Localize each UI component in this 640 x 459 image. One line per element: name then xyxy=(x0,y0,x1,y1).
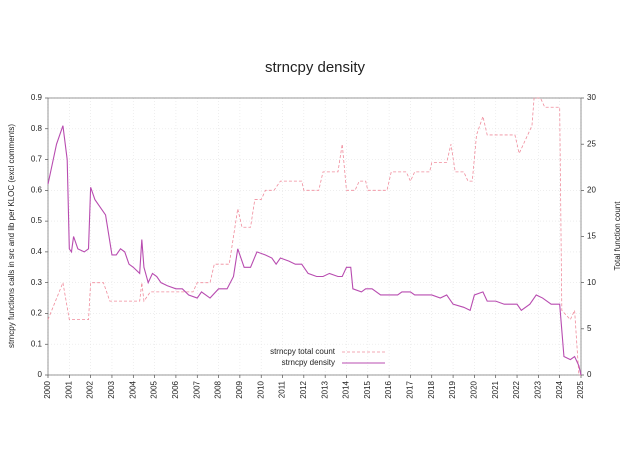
x-tick-label: 2008 xyxy=(214,380,223,398)
y2-tick-label: 30 xyxy=(587,93,596,102)
y2-tick-label: 20 xyxy=(587,185,596,194)
x-tick-label: 2021 xyxy=(491,380,500,398)
x-tick-label: 2024 xyxy=(555,380,564,398)
y-tick-label: 0.3 xyxy=(31,278,43,287)
legend-label: strncpy total count xyxy=(270,347,336,356)
x-tick-label: 2018 xyxy=(427,380,436,398)
x-tick-label: 2002 xyxy=(86,380,95,398)
y-tick-label: 0.5 xyxy=(31,216,43,225)
x-tick-label: 2000 xyxy=(43,380,52,398)
x-tick-label: 2001 xyxy=(64,380,73,398)
y-tick-label: 0.7 xyxy=(31,155,43,164)
x-tick-label: 2020 xyxy=(470,380,479,398)
y2-tick-label: 0 xyxy=(587,370,592,379)
y2-tick-label: 5 xyxy=(587,324,592,333)
x-tick-label: 2019 xyxy=(448,380,457,398)
x-tick-label: 2004 xyxy=(128,380,137,398)
x-tick-label: 2009 xyxy=(235,380,244,398)
y-tick-label: 0.4 xyxy=(31,247,43,256)
x-tick-label: 2014 xyxy=(342,380,351,398)
x-tick-label: 2017 xyxy=(406,380,415,398)
y-tick-label: 0.6 xyxy=(31,185,43,194)
legend-label: strncpy density xyxy=(282,358,335,367)
x-tick-label: 2013 xyxy=(320,380,329,398)
series-line xyxy=(47,97,581,376)
x-tick-label: 2005 xyxy=(150,380,159,398)
y-tick-label: 0.9 xyxy=(31,93,43,102)
x-tick-label: 2015 xyxy=(363,380,372,398)
x-tick-label: 2011 xyxy=(278,380,287,398)
y-tick-label: 0.1 xyxy=(31,339,43,348)
x-tick-label: 2023 xyxy=(533,380,542,398)
y-axis-label: strncpy functions calls in src and lib p… xyxy=(7,124,16,348)
y-tick-label: 0 xyxy=(38,370,43,379)
y-tick-label: 0.8 xyxy=(31,124,43,133)
chart-title: strncpy density xyxy=(265,59,366,76)
x-tick-label: 2007 xyxy=(192,380,201,398)
y-tick-label: 0.2 xyxy=(31,309,43,318)
y2-axis-label: Total function count xyxy=(613,201,622,271)
y2-tick-label: 25 xyxy=(587,139,596,148)
x-tick-label: 2022 xyxy=(512,380,521,398)
x-tick-label: 2016 xyxy=(384,380,393,398)
plot-frame xyxy=(47,97,582,376)
x-tick-label: 2025 xyxy=(576,380,585,398)
x-tick-label: 2010 xyxy=(256,380,265,398)
y2-tick-label: 10 xyxy=(587,278,596,287)
y2-tick-label: 15 xyxy=(587,232,596,241)
series-line xyxy=(47,125,582,376)
x-tick-label: 2006 xyxy=(171,380,180,398)
x-tick-label: 2003 xyxy=(107,380,116,398)
x-tick-label: 2012 xyxy=(299,380,308,398)
